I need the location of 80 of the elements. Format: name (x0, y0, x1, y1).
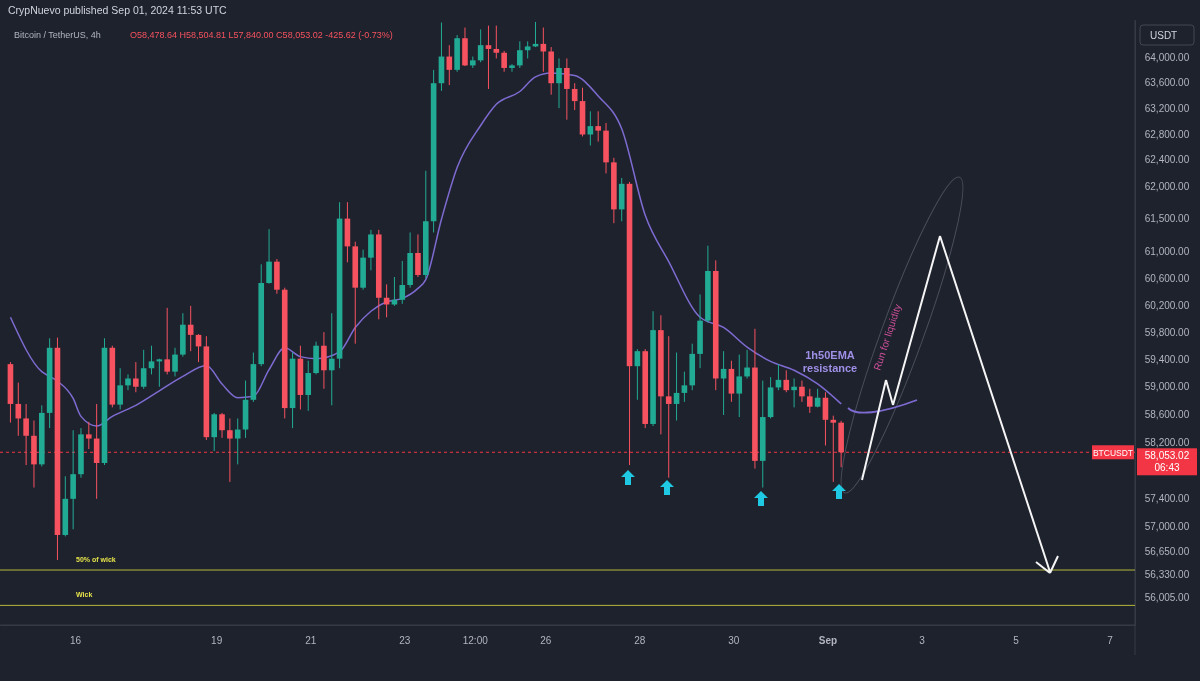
candlestick (799, 380, 805, 403)
candlestick (744, 349, 750, 379)
candlestick (164, 307, 170, 375)
candlestick (415, 233, 421, 278)
y-tick-label: 57,400.00 (1144, 492, 1190, 504)
y-tick-label: 63,600.00 (1144, 77, 1190, 89)
candlestick (564, 57, 570, 121)
candlestick (23, 403, 29, 466)
y-tick-label: 59,400.00 (1144, 354, 1190, 366)
candlestick (493, 25, 500, 59)
candlestick (219, 412, 225, 439)
candlestick (509, 63, 515, 73)
candlestick (234, 417, 241, 465)
candlestick (328, 312, 335, 406)
candlestick (446, 44, 453, 86)
candlestick (172, 347, 178, 377)
x-tick-label: 30 (728, 635, 740, 647)
x-tick-label: 21 (305, 635, 317, 647)
y-tick-label: 59,000.00 (1144, 381, 1190, 393)
candlestick (15, 382, 22, 437)
y-tick-label: 60,600.00 (1144, 273, 1190, 285)
ref-line-label: BTCUSDT (1092, 448, 1134, 459)
y-tick-label: 62,400.00 (1144, 154, 1190, 166)
candlestick (791, 378, 797, 408)
x-tick-label: 23 (399, 635, 411, 647)
candlestick (587, 110, 594, 146)
y-tick-label: 59,800.00 (1144, 326, 1190, 338)
text: 06:43 (1154, 462, 1180, 474)
y-tick-label: 62,800.00 (1144, 128, 1190, 140)
text: O58,478.64 H58,504.81 L57,840.00 C58,053.02 -425.62 (-0.73%) (130, 30, 393, 40)
candlestick (148, 345, 155, 375)
candlestick (399, 260, 406, 305)
x-tick-label: 3 (919, 635, 926, 647)
x-tick-label: 28 (634, 635, 646, 647)
y-tick-label: 62,000.00 (1144, 180, 1190, 192)
candlestick (125, 373, 131, 391)
text: CrypNuevo published Sep 01, 2024 11:53 UTC (8, 4, 228, 16)
candlestick (485, 25, 492, 90)
candlestick (117, 367, 123, 410)
x-tick-label: 7 (1107, 635, 1114, 647)
candlestick (501, 50, 507, 73)
candlestick (806, 388, 813, 414)
x-tick-label: 12:00 (462, 635, 489, 647)
y-axis-title: USDT (1150, 30, 1178, 41)
candlestick (156, 358, 163, 388)
x-tick-label: 26 (540, 635, 552, 647)
candlestick (368, 229, 374, 271)
y-tick-label: 57,000.00 (1144, 521, 1190, 533)
x-tick-label: 16 (70, 635, 82, 647)
candlestick (783, 369, 790, 393)
candlestick (140, 349, 147, 390)
candlestick (305, 360, 312, 412)
y-tick-label: 58,200.00 (1144, 436, 1190, 448)
candlestick (227, 417, 233, 483)
candlestick (736, 354, 743, 418)
y-tick-label: 56,005.00 (1144, 592, 1190, 604)
text: 58,053.02 (1144, 450, 1190, 462)
candlestick (517, 40, 523, 69)
candlestick (595, 110, 601, 143)
y-tick-label: 61,000.00 (1144, 246, 1190, 258)
y-tick-label: 61,500.00 (1144, 213, 1190, 225)
y-tick-label: 58,600.00 (1144, 408, 1190, 420)
candlestick (556, 57, 562, 109)
candlestick (665, 335, 672, 479)
y-tick-label: 56,650.00 (1144, 546, 1190, 558)
annotation: 1h50EMA resistance (802, 349, 858, 374)
text: Bitcoin / TetherUS, 4h (14, 30, 101, 40)
y-tick-label: 60,200.00 (1144, 299, 1190, 311)
x-tick-label: 19 (211, 635, 223, 647)
candlestick (133, 361, 139, 393)
candlestick (830, 415, 837, 483)
x-tick-label: 5 (1013, 635, 1020, 647)
y-tick-label: 63,200.00 (1144, 102, 1190, 114)
candlestick (211, 412, 217, 452)
candlestick (681, 371, 688, 403)
x-tick-label: Sep (818, 635, 838, 647)
candlestick (266, 228, 272, 285)
candlestick (86, 421, 92, 450)
y-tick-label: 56,330.00 (1144, 569, 1190, 581)
y-tick-label: 64,000.00 (1144, 51, 1190, 63)
